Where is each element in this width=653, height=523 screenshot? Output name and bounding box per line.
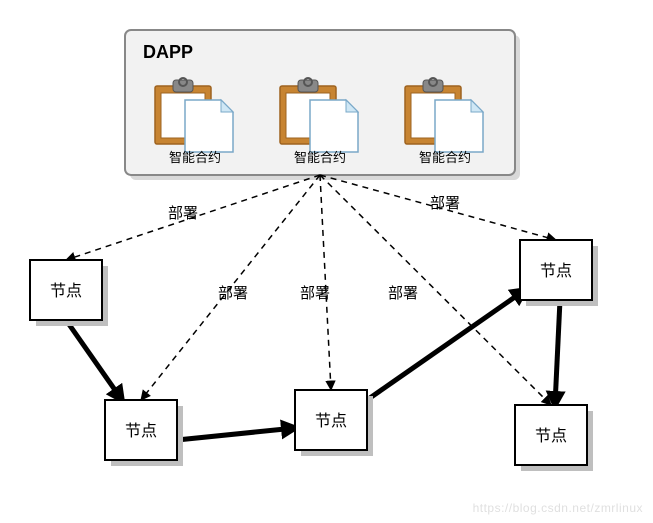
- deploy-edge: [320, 175, 331, 390]
- architecture-diagram: DAPP智能合约智能合约智能合约部署部署部署部署部署节点节点节点节点节点: [0, 0, 653, 523]
- node-label: 节点: [50, 282, 82, 300]
- p2p-edge: [66, 320, 122, 400]
- peer-node: 节点: [295, 390, 373, 456]
- deploy-label: 部署: [430, 195, 460, 212]
- contract-label: 智能合约: [419, 150, 471, 165]
- deploy-label: 部署: [300, 285, 330, 302]
- deploy-label: 部署: [388, 285, 418, 302]
- deploy-label: 部署: [218, 285, 248, 302]
- node-label: 节点: [125, 422, 157, 440]
- p2p-edge: [367, 290, 525, 400]
- peer-node: 节点: [520, 240, 598, 306]
- peer-node: 节点: [515, 405, 593, 471]
- dapp-label: DAPP: [143, 42, 193, 62]
- node-label: 节点: [535, 427, 567, 445]
- p2p-edge: [555, 300, 560, 405]
- node-label: 节点: [540, 262, 572, 280]
- peer-node: 节点: [105, 400, 183, 466]
- contract-label: 智能合约: [294, 150, 346, 165]
- contract-label: 智能合约: [169, 150, 221, 165]
- peer-node: 节点: [30, 260, 108, 326]
- p2p-edge: [177, 428, 295, 440]
- deploy-label: 部署: [168, 205, 198, 222]
- node-label: 节点: [315, 412, 347, 430]
- watermark-text: https://blog.csdn.net/zmrlinux: [473, 501, 643, 515]
